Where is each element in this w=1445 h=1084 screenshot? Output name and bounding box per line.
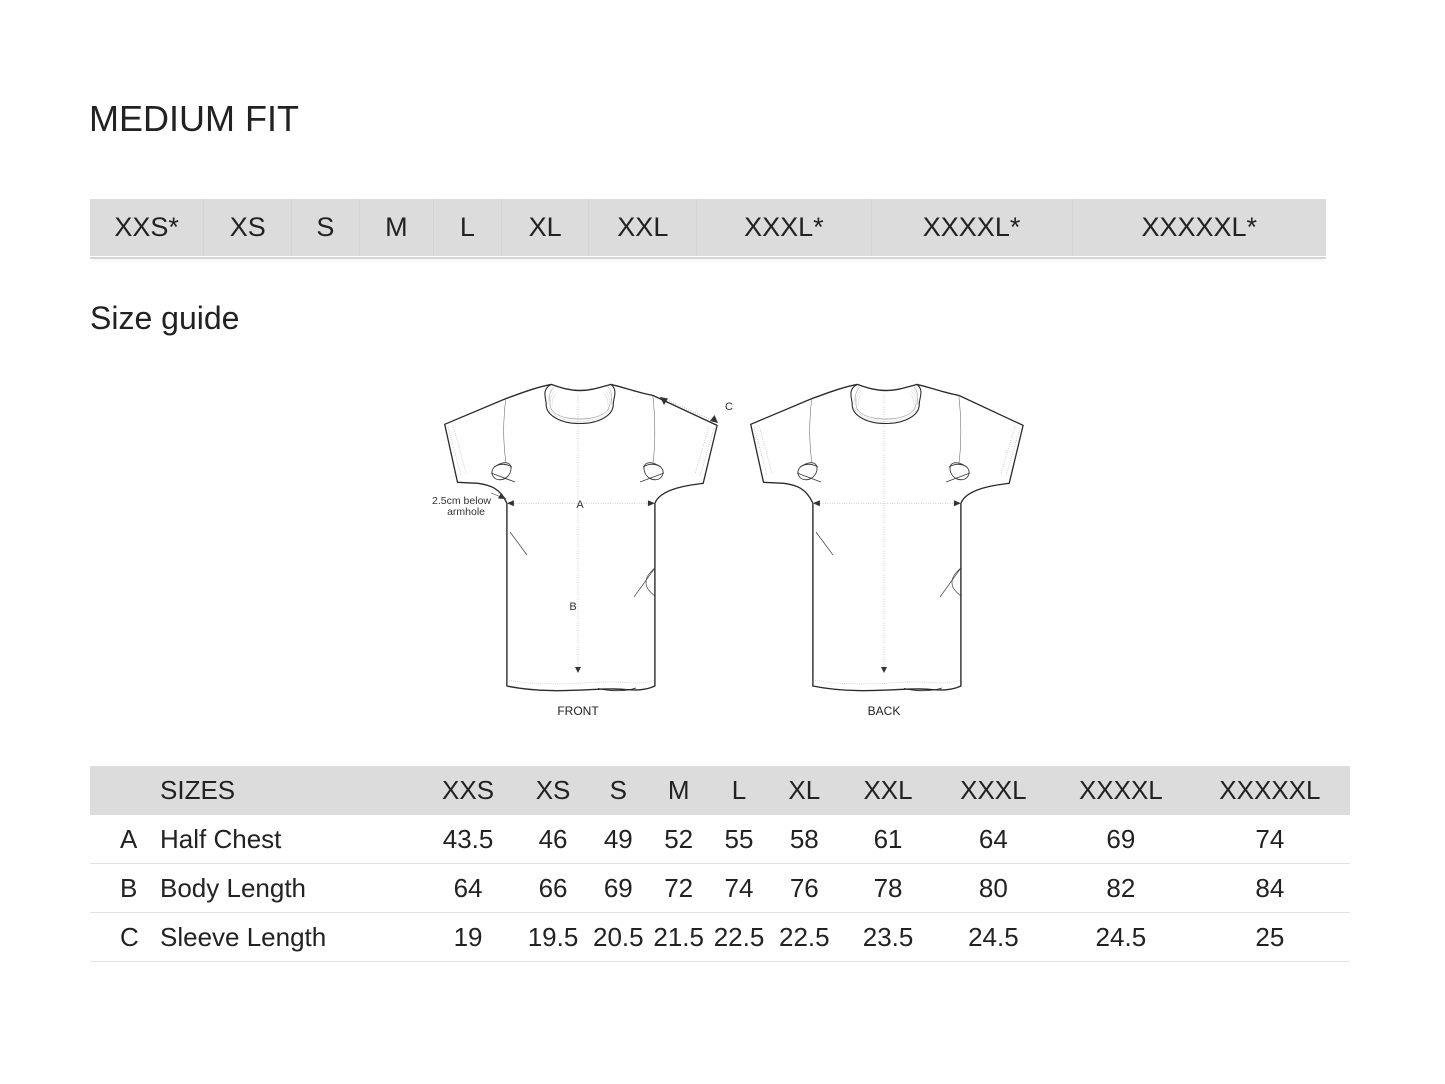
svg-text:armhole: armhole: [447, 506, 485, 518]
svg-text:B: B: [569, 601, 576, 613]
svg-text:BACK: BACK: [868, 704, 901, 715]
svg-text:A: A: [576, 499, 584, 511]
svg-text:FRONT: FRONT: [557, 704, 599, 715]
svg-text:C: C: [725, 401, 733, 413]
